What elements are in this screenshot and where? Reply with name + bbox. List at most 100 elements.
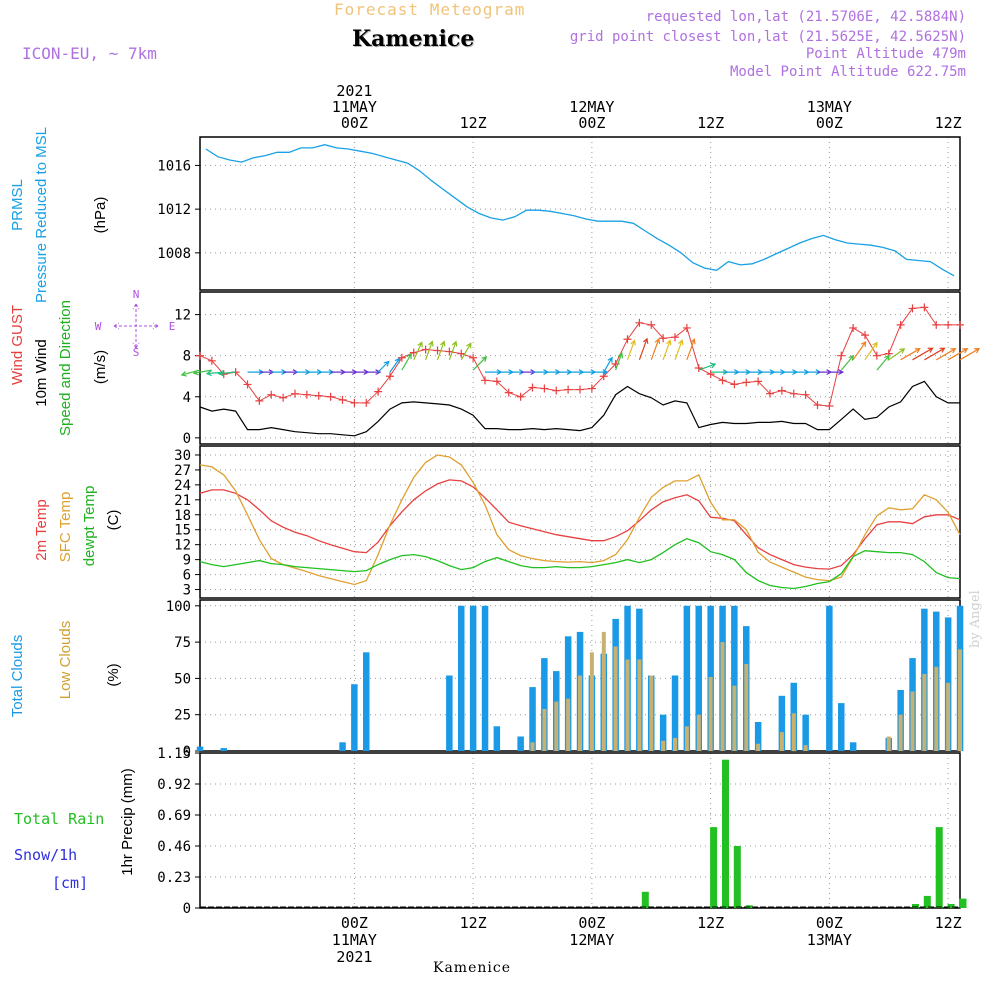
total-cloud-bar	[671, 675, 679, 751]
total-cloud-bar	[351, 684, 358, 751]
total-cloud-bar	[220, 748, 227, 751]
gust-marker	[635, 318, 644, 327]
compass-e: E	[169, 320, 176, 333]
wind-direction-arrow	[650, 337, 661, 361]
wind-speed-line	[199, 380, 960, 437]
label-cm: [cm]	[52, 874, 88, 892]
low-cloud-bar	[732, 685, 737, 751]
total-cloud-bar	[517, 736, 524, 751]
gust-marker	[659, 334, 668, 343]
gust-marker	[409, 348, 418, 357]
low-cloud-bar	[673, 737, 677, 751]
y-tick-label: 0	[183, 744, 191, 760]
total-cloud-bar	[339, 742, 346, 751]
panel-frame	[199, 445, 961, 599]
gust-marker	[196, 351, 204, 360]
ylabel-hpa: (hPa)	[92, 197, 109, 234]
wind-direction-arrow	[817, 369, 833, 376]
gust-marker	[279, 393, 288, 402]
gust-marker	[682, 323, 691, 332]
rain-bar	[641, 891, 649, 908]
wind-direction-arrow	[829, 369, 845, 376]
time-label-bottom: 13MAY	[807, 931, 852, 949]
gust-marker	[718, 376, 727, 385]
meteogram-title: Forecast Meteogram	[334, 0, 526, 19]
panel-frame	[199, 752, 961, 909]
gust-marker	[552, 386, 561, 395]
gust-marker	[267, 390, 276, 399]
gust-marker	[766, 389, 774, 398]
gust-marker	[694, 364, 703, 372]
total-cloud-bar	[838, 703, 845, 751]
wind-direction-arrow	[460, 342, 472, 361]
low-cloud-bar	[958, 649, 962, 751]
gust-marker	[837, 351, 846, 360]
wind-direction-arrow	[912, 347, 934, 361]
wind-direction-arrow	[401, 352, 412, 371]
ylabel-celsius: (C)	[105, 510, 122, 531]
wind-direction-arrow	[674, 339, 684, 361]
gust-marker	[362, 398, 371, 407]
low-cloud-bar	[779, 732, 784, 751]
time-label-bottom: 00Z	[816, 914, 843, 932]
wind-direction-arrow	[852, 340, 867, 361]
total-cloud-bar	[826, 605, 833, 751]
wind-direction-arrow	[947, 348, 969, 361]
gust-marker	[397, 353, 406, 362]
compass-n: N	[133, 288, 140, 301]
total-cloud-bar	[529, 687, 536, 751]
wind-direction-arrow	[686, 338, 696, 361]
wind-direction-arrow	[662, 339, 672, 361]
temp-sfc-line	[199, 454, 961, 586]
pressure-line	[205, 144, 955, 277]
ylabel-2m-temp: 2m Temp	[33, 499, 50, 560]
rain-bar	[935, 827, 943, 908]
wind-direction-arrow	[425, 340, 434, 361]
wind-direction-arrow	[259, 369, 275, 376]
wind-direction-arrow	[876, 354, 890, 371]
rain-bar	[912, 904, 919, 908]
ylabel-10m-wind: 10m Wind	[33, 339, 50, 407]
y-tick-label: 12	[174, 308, 191, 324]
low-cloud-bar	[684, 726, 689, 751]
y-tick-label: 0.46	[157, 839, 191, 855]
low-cloud-bar	[542, 708, 547, 751]
ylabel-wind-gust: Wind GUST	[9, 305, 26, 385]
ylabel-total-clouds: Total Clouds	[9, 635, 26, 718]
panel-pressure: 1008 1012 1016	[157, 136, 961, 291]
gust-marker	[908, 304, 917, 313]
gust-marker	[457, 349, 466, 358]
time-label-top: 00Z	[341, 114, 368, 132]
compass-w: W	[95, 320, 102, 333]
y-tick-label: 9	[183, 553, 191, 569]
ylabel-pressure: Pressure Reduced to MSL	[33, 127, 50, 303]
total-cloud-bar	[564, 636, 572, 751]
gust-marker	[564, 385, 573, 394]
wind-direction-arrow	[377, 360, 390, 373]
gust-marker	[825, 402, 834, 410]
y-tick-label: 15	[174, 523, 191, 539]
low-cloud-bar	[613, 646, 618, 751]
y-tick-label: 12	[174, 538, 191, 554]
compass-s: S	[133, 346, 140, 359]
low-cloud-bar	[661, 740, 666, 751]
gust-marker	[540, 384, 549, 393]
total-cloud-bar	[849, 742, 857, 751]
gust-marker	[302, 390, 311, 399]
compass-lines	[113, 303, 159, 349]
total-cloud-bar	[754, 722, 762, 751]
wind-direction-arrow	[698, 362, 717, 371]
low-cloud-bar	[578, 675, 582, 751]
ylabel-sfc-temp: SFC Temp	[57, 492, 74, 563]
point-altitude: Point Altitude 479m	[805, 46, 966, 62]
time-label-bottom: 00Z	[341, 914, 368, 932]
gust-marker	[872, 351, 881, 360]
wind-direction-arrow	[935, 348, 957, 361]
wind-direction-arrow	[959, 348, 981, 361]
gust-marker	[706, 370, 715, 379]
time-label-bottom: 12Z	[460, 914, 487, 932]
model-label: ICON-EU, ~ 7km	[22, 44, 157, 63]
panel-frame	[199, 291, 961, 445]
low-cloud-bar	[530, 742, 535, 751]
